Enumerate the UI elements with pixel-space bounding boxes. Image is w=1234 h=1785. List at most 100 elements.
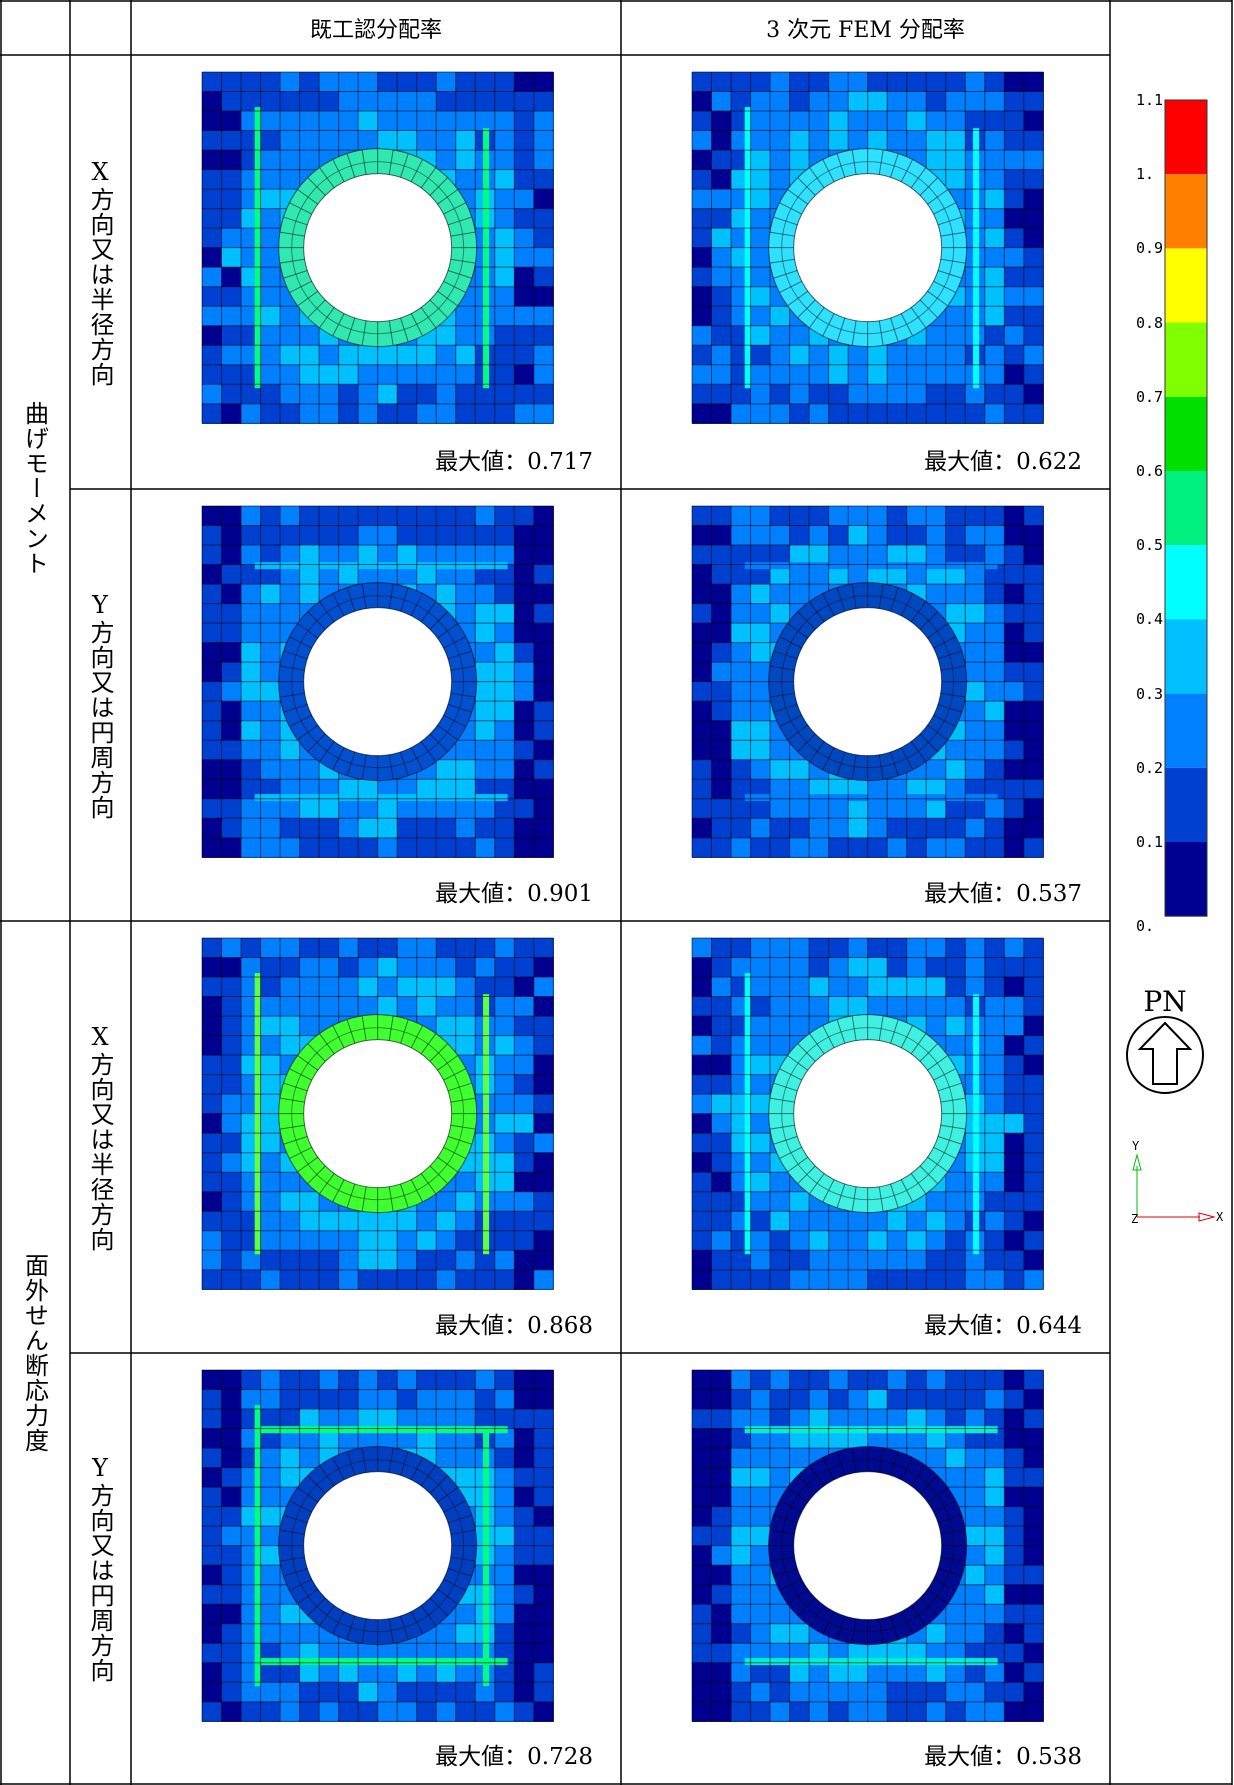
fem-cell: [751, 1624, 771, 1644]
fem-cell: [222, 1172, 242, 1192]
fem-cell: [770, 1231, 790, 1251]
fem-cell: [751, 997, 771, 1017]
fem-cell: [751, 404, 771, 424]
fem-cell: [358, 526, 378, 546]
fem-cell: [319, 997, 339, 1017]
fem-cell: [495, 1133, 515, 1153]
fem-cell: [692, 1702, 712, 1722]
fem-cell: [456, 1663, 476, 1683]
fem-cell: [300, 1624, 320, 1644]
fem-cell: [712, 740, 732, 760]
fem-cell: [829, 1231, 849, 1251]
fem-cell: [751, 384, 771, 404]
fem-cell: [965, 799, 985, 819]
fem-cell: [731, 1565, 751, 1585]
fem-cell: [222, 1211, 242, 1231]
fem-cell: [751, 1370, 771, 1390]
fem-cell: [436, 506, 456, 526]
fem-cell: [965, 623, 985, 643]
fem-contour: [202, 938, 554, 1290]
fem-cell: [692, 1604, 712, 1624]
fem-hole: [304, 608, 452, 756]
fem-cell: [712, 1448, 732, 1468]
fem-cell: [946, 131, 966, 151]
fem-cell: [475, 1702, 495, 1722]
fem-cell: [1024, 248, 1044, 268]
fem-cell: [475, 760, 495, 780]
fem-cell: [712, 1016, 732, 1036]
fem-cell: [280, 604, 300, 624]
fem-cell: [809, 345, 829, 365]
legend-swatch: [1165, 323, 1207, 397]
fem-cell: [1004, 1094, 1024, 1114]
fem-cell: [378, 977, 398, 997]
fem-cell: [887, 526, 907, 546]
fem-cell: [809, 545, 829, 565]
fem-cell: [692, 1468, 712, 1488]
fem-cell: [202, 1114, 222, 1134]
fem-cell: [319, 506, 339, 526]
fem-cell: [222, 189, 242, 209]
fem-cell: [436, 997, 456, 1017]
fem-cell: [985, 1211, 1005, 1231]
fem-cell: [222, 1250, 242, 1270]
fem-cell: [241, 838, 261, 858]
fem-cell: [456, 1211, 476, 1231]
fem-cell: [712, 977, 732, 997]
fem-cell: [241, 584, 261, 604]
fem-cell: [222, 682, 242, 702]
fem-cell: [495, 643, 515, 663]
fem-cell: [1004, 248, 1024, 268]
fem-cell: [731, 760, 751, 780]
fem-cell: [985, 958, 1005, 978]
fem-cell: [261, 584, 281, 604]
fem-cell: [319, 384, 339, 404]
fem-cell: [751, 248, 771, 268]
fem-cell: [751, 228, 771, 248]
fem-cell: [300, 1409, 320, 1429]
fem-cell: [829, 1370, 849, 1390]
fem-cell: [300, 545, 320, 565]
fem-cell: [1004, 721, 1024, 741]
fem-cell: [1024, 384, 1044, 404]
fem-cell: [965, 1409, 985, 1429]
fem-cell: [495, 72, 515, 92]
fem-cell: [241, 760, 261, 780]
fem-cell: [692, 189, 712, 209]
fem-cell: [514, 997, 534, 1017]
fem-cell: [222, 838, 242, 858]
fem-cell: [222, 1429, 242, 1449]
fem-cell: [1004, 623, 1024, 643]
fem-cell: [1004, 1585, 1024, 1605]
fem-cell: [319, 818, 339, 838]
fem-cell: [692, 623, 712, 643]
fem-cell: [534, 506, 554, 526]
fem-cell: [280, 345, 300, 365]
fem-cell: [790, 384, 810, 404]
fem-cell: [868, 1250, 888, 1270]
fem-cell: [514, 1153, 534, 1173]
fem-cell: [202, 1682, 222, 1702]
fem-cell: [751, 760, 771, 780]
fem-cell: [868, 404, 888, 424]
fem-cell: [751, 209, 771, 229]
fem-cell: [222, 1270, 242, 1290]
fem-cell: [202, 1016, 222, 1036]
fem-cell: [378, 818, 398, 838]
fem-cell: [692, 1075, 712, 1095]
fem-cell: [514, 1133, 534, 1153]
fem-cell: [692, 1172, 712, 1192]
fem-cell: [985, 760, 1005, 780]
fem-cell: [456, 506, 476, 526]
fem-cell: [514, 643, 534, 663]
fem-cell: [829, 799, 849, 819]
fem-cell: [300, 365, 320, 385]
fem-cell: [985, 1075, 1005, 1095]
fem-cell: [261, 92, 281, 112]
fem-cell: [241, 526, 261, 546]
fem-cell: [475, 958, 495, 978]
fem-cell: [280, 1682, 300, 1702]
fem-cell: [1024, 506, 1044, 526]
fem-cell: [534, 1172, 554, 1192]
fem-cell: [397, 1409, 417, 1429]
